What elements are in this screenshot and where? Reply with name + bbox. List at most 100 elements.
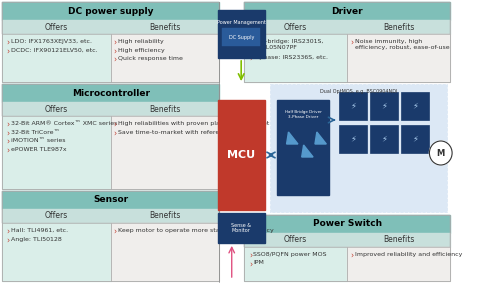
Text: Benefits: Benefits	[383, 235, 414, 245]
Bar	[111, 102, 219, 116]
Bar	[111, 34, 219, 82]
Text: SSO8/PQFN power MOS: SSO8/PQFN power MOS	[253, 252, 327, 257]
Bar	[2, 116, 111, 189]
Bar	[2, 2, 219, 82]
Bar	[2, 223, 111, 281]
Bar	[338, 125, 367, 153]
Text: Microcontroller: Microcontroller	[72, 89, 150, 97]
Bar	[111, 34, 219, 82]
Bar	[370, 92, 398, 120]
Bar	[2, 34, 111, 82]
Text: ›: ›	[350, 252, 353, 261]
Bar	[111, 223, 219, 281]
Bar	[2, 191, 219, 281]
Polygon shape	[315, 132, 326, 144]
Text: Offers: Offers	[284, 22, 307, 32]
Text: 32-Bit TriCore™: 32-Bit TriCore™	[12, 130, 60, 135]
Text: Save time-to-market with reference tools: Save time-to-market with reference tools	[118, 130, 248, 135]
Text: DC power supply: DC power supply	[68, 7, 154, 16]
Text: ›: ›	[7, 237, 10, 245]
Text: High reliabilities with proven platform in market: High reliabilities with proven platform …	[118, 121, 269, 126]
Polygon shape	[302, 145, 313, 157]
Text: Half Bridge Driver
3-Phase Driver: Half Bridge Driver 3-Phase Driver	[285, 110, 322, 119]
Text: ⚡: ⚡	[381, 135, 387, 143]
Bar	[244, 247, 347, 281]
Text: Offers: Offers	[45, 105, 68, 114]
Bar	[111, 116, 219, 189]
Bar	[244, 20, 347, 34]
Bar	[277, 100, 329, 195]
Bar	[401, 125, 430, 153]
Polygon shape	[287, 132, 298, 144]
Text: ›: ›	[113, 39, 117, 48]
Text: ePOWER TLE987x: ePOWER TLE987x	[12, 147, 67, 151]
Text: ›: ›	[7, 147, 10, 156]
Bar	[244, 2, 450, 34]
Text: IPM: IPM	[253, 260, 264, 266]
Text: Sense &
Monitor: Sense & Monitor	[231, 223, 251, 233]
Text: Benefits: Benefits	[383, 22, 414, 32]
Text: ›: ›	[7, 121, 10, 130]
Bar	[222, 28, 260, 46]
Bar	[370, 125, 398, 153]
Bar	[2, 223, 111, 281]
Text: ›: ›	[7, 39, 10, 48]
Text: ›: ›	[113, 130, 117, 139]
Bar	[2, 20, 111, 34]
Text: ›: ›	[249, 39, 252, 48]
Bar	[2, 34, 111, 82]
Bar	[244, 247, 347, 281]
Bar	[111, 223, 219, 281]
Text: Dual OptMOS, e.g. BSC0904NDI: Dual OptMOS, e.g. BSC0904NDI	[320, 89, 397, 94]
Text: Benefits: Benefits	[149, 212, 181, 220]
Text: ›: ›	[350, 39, 353, 48]
Text: ›: ›	[249, 252, 252, 261]
Text: ›: ›	[249, 260, 252, 270]
Text: ›: ›	[7, 47, 10, 57]
Bar	[347, 20, 450, 34]
Text: Driver: Driver	[331, 7, 363, 16]
Bar	[217, 100, 265, 210]
Text: Benefits: Benefits	[149, 22, 181, 32]
Bar	[338, 92, 367, 120]
Bar	[2, 2, 219, 34]
Bar	[347, 34, 450, 82]
Text: MCU: MCU	[227, 150, 255, 160]
Text: ›: ›	[113, 228, 117, 237]
Bar	[244, 34, 347, 82]
Bar	[347, 247, 450, 281]
Text: High efficiency: High efficiency	[118, 47, 165, 53]
Text: Keep motor to operate more stable and accuracy: Keep motor to operate more stable and ac…	[118, 228, 274, 233]
Text: DCDC: IFX90121ELV50, etc.: DCDC: IFX90121ELV50, etc.	[12, 47, 98, 53]
Text: Hall: TLI4961, etc.: Hall: TLI4961, etc.	[12, 228, 69, 233]
Bar	[244, 2, 450, 20]
Text: Improved reliability and efficiency: Improved reliability and efficiency	[355, 252, 462, 257]
Text: M: M	[437, 149, 445, 158]
Text: Angle: TLI50128: Angle: TLI50128	[12, 237, 62, 241]
Bar	[2, 209, 111, 223]
Text: Sensor: Sensor	[93, 195, 128, 204]
Bar	[2, 102, 111, 116]
Text: Power Switch: Power Switch	[312, 220, 382, 229]
Bar	[111, 116, 219, 189]
Text: ›: ›	[7, 228, 10, 237]
Bar	[2, 84, 219, 102]
Circle shape	[430, 141, 452, 165]
Text: ⚡: ⚡	[350, 135, 356, 143]
Text: ›: ›	[7, 130, 10, 139]
Bar	[111, 20, 219, 34]
Text: 32-Bit ARM® Cortex™ XMC series: 32-Bit ARM® Cortex™ XMC series	[12, 121, 118, 126]
Text: DC Supply: DC Supply	[228, 34, 254, 39]
Text: Benefits: Benefits	[149, 105, 181, 114]
Text: Quick response time: Quick response time	[118, 56, 183, 61]
Bar	[244, 215, 450, 247]
Bar	[2, 191, 219, 223]
Text: ⚡: ⚡	[381, 101, 387, 110]
Bar	[2, 116, 111, 189]
Text: Noise immunity, high
efficiency, robust, ease-of-use: Noise immunity, high efficiency, robust,…	[355, 39, 449, 50]
Text: ›: ›	[7, 138, 10, 147]
Text: ›: ›	[249, 55, 252, 64]
Bar	[244, 215, 450, 281]
Text: ›: ›	[113, 121, 117, 130]
Text: ⚡: ⚡	[412, 101, 418, 110]
